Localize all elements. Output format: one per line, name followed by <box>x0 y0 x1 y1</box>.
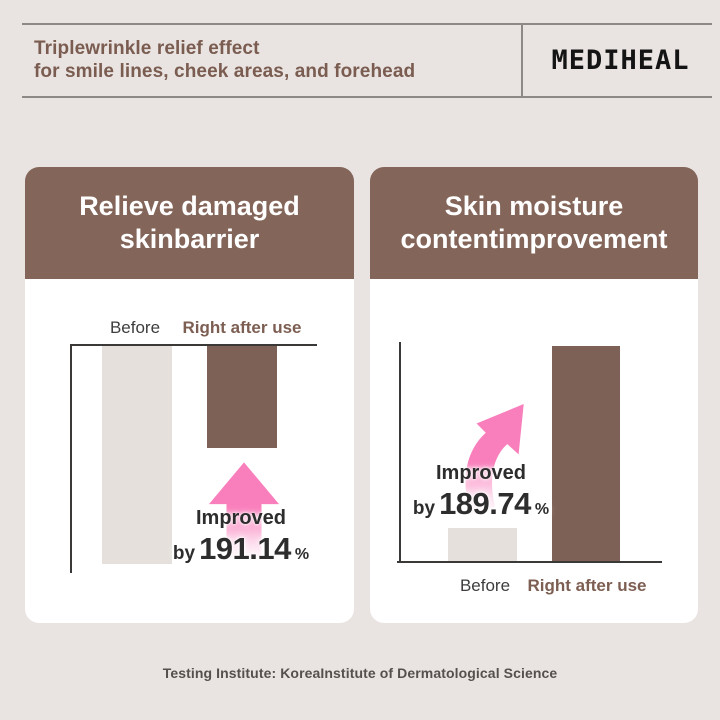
category-label-right-after-use: Right after use <box>182 318 302 337</box>
y-axis-line <box>70 344 72 573</box>
improved-unit: % <box>294 546 310 563</box>
brand-logo: MEDIHEAL <box>551 45 690 76</box>
card-title-line1: Relieve damaged <box>79 191 300 221</box>
card-title-line2: skinbarrier <box>119 224 260 254</box>
plot-area <box>70 346 317 573</box>
header-bottom-rule <box>22 96 712 98</box>
page-title-line1: Triplewrinkle relief effect <box>34 38 260 59</box>
testing-institute-note: Testing Institute: KoreaInstitute of Der… <box>162 665 558 681</box>
bar-right-after-use <box>207 346 277 449</box>
curved-up-right-arrow-icon <box>465 404 524 515</box>
x-axis-line <box>70 344 317 346</box>
card-title-line2: contentimprovement <box>400 224 668 254</box>
improved-value: 191.14 <box>199 531 291 566</box>
card-skin-barrier-title: Relieve damaged skinbarrier <box>25 167 354 279</box>
bar-right-after-use <box>552 346 620 561</box>
improved-label: Improved <box>195 507 287 529</box>
header-top-rule <box>22 23 712 25</box>
bar-before <box>102 346 172 564</box>
improved-label: Improved <box>435 462 527 484</box>
plot-area <box>399 342 662 561</box>
improved-unit: % <box>534 501 550 518</box>
category-label-right-after-use: Right after use <box>527 576 647 595</box>
card-title-line1: Skin moisture <box>444 191 624 221</box>
y-axis-line <box>399 342 401 563</box>
improved-prefix: by <box>172 543 196 564</box>
card-skin-barrier: Relieve damaged skinbarrier Before Right… <box>25 167 354 623</box>
card-skin-moisture: Skin moisture contentimprovement Improve… <box>370 167 698 623</box>
header-vertical-divider <box>521 24 523 97</box>
category-label-before: Before <box>459 576 511 595</box>
bar-before <box>448 528 517 561</box>
x-axis-line <box>397 561 662 563</box>
improvement-callout: Improved by 189.74 % <box>413 462 549 522</box>
improved-value: 189.74 <box>439 486 531 521</box>
category-label-before: Before <box>109 318 161 337</box>
improved-prefix: by <box>412 498 436 519</box>
improvement-callout: Improved by 191.14 % <box>173 507 309 567</box>
up-arrow-icon <box>208 462 280 558</box>
page-title: Triplewrinkle relief effect for smile li… <box>34 37 514 83</box>
card-skin-moisture-title: Skin moisture contentimprovement <box>370 167 698 279</box>
page-title-line2: for smile lines, cheek areas, and forehe… <box>34 61 416 82</box>
